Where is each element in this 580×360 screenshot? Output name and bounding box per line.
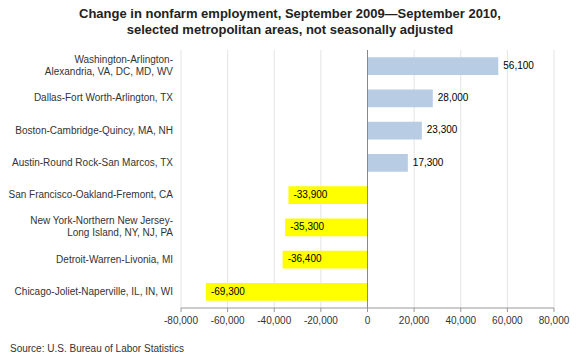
- tick-label: 20,000: [399, 315, 430, 326]
- data-label: -33,900: [293, 189, 327, 200]
- bar: [368, 122, 422, 140]
- tick-mark: [227, 308, 228, 312]
- category-label: Chicago-Joliet-Naperville, IL, IN, WI: [15, 286, 173, 297]
- bar: [283, 251, 368, 269]
- grid-line: [460, 50, 461, 308]
- category-label: Washington-Arlington-Alexandria, VA, DC,…: [45, 54, 174, 77]
- data-label: 17,300: [413, 157, 444, 168]
- data-label: -35,300: [290, 221, 324, 232]
- tick-mark: [507, 308, 508, 312]
- grid-line: [274, 50, 275, 308]
- category-label: San Francisco-Oakland-Fremont, CA: [8, 189, 173, 200]
- data-label: 23,300: [427, 124, 458, 135]
- y-axis-labels: Chicago-Joliet-Naperville, IL, IN, WI Det…: [8, 54, 173, 297]
- tick-label: -80,000: [164, 315, 198, 326]
- zero-line: [367, 50, 368, 308]
- data-label: -69,300: [211, 286, 245, 297]
- grid-line: [554, 50, 555, 308]
- category-label: Detroit-Warren-Livonia, MI: [56, 253, 173, 264]
- data-labels: -69,300 -36,400 -35,300 -33,900 17,300 23,300…: [211, 60, 534, 297]
- tick-mark: [274, 308, 275, 312]
- tick-label: 60,000: [492, 315, 523, 326]
- tick-label: 80,000: [539, 315, 570, 326]
- tick-mark: [367, 308, 368, 312]
- chart-title: Change in nonfarm employment, September …: [79, 6, 501, 37]
- tick-label: 40,000: [445, 315, 476, 326]
- chart-svg: Change in nonfarm employment, September …: [0, 0, 580, 360]
- x-axis: -80,000 -60,000 -40,000 -20,000 0 20,000 40,00…: [164, 308, 570, 326]
- grid-line: [367, 50, 368, 308]
- category-label: Austin-Round Rock-San Marcos, TX: [12, 157, 173, 168]
- background: [0, 0, 580, 360]
- bars: [206, 57, 498, 300]
- bar: [368, 154, 408, 172]
- data-label: 28,000: [438, 92, 469, 103]
- data-label: 56,100: [503, 60, 534, 71]
- tick-mark: [460, 308, 461, 312]
- tick-label: -60,000: [211, 315, 245, 326]
- tick-label: -40,000: [257, 315, 291, 326]
- grid: [181, 50, 554, 308]
- source-note: Source: U.S. Bureau of Labor Statistics: [10, 343, 184, 354]
- tick-mark: [181, 308, 182, 312]
- grid-line: [227, 50, 228, 308]
- bar: [368, 57, 499, 75]
- bar: [288, 186, 367, 204]
- bar: [206, 283, 368, 301]
- category-label: Boston-Cambridge-Quincy, MA, NH: [15, 124, 173, 135]
- grid-line: [320, 50, 321, 308]
- grid-line: [181, 50, 182, 308]
- tick-label: -20,000: [304, 315, 338, 326]
- tick-label: 0: [365, 315, 371, 326]
- category-label: New York-Northern New Jersey-Long Island…: [30, 215, 173, 238]
- data-label: -36,400: [288, 253, 322, 264]
- bar: [368, 90, 433, 108]
- tick-mark: [554, 308, 555, 312]
- chart-container: Change in nonfarm employment, September …: [0, 0, 580, 360]
- category-label: Dallas-Fort Worth-Arlington, TX: [34, 92, 173, 103]
- bar: [285, 219, 367, 237]
- tick-mark: [414, 308, 415, 312]
- grid-line: [507, 50, 508, 308]
- grid-line: [414, 50, 415, 308]
- tick-mark: [320, 308, 321, 312]
